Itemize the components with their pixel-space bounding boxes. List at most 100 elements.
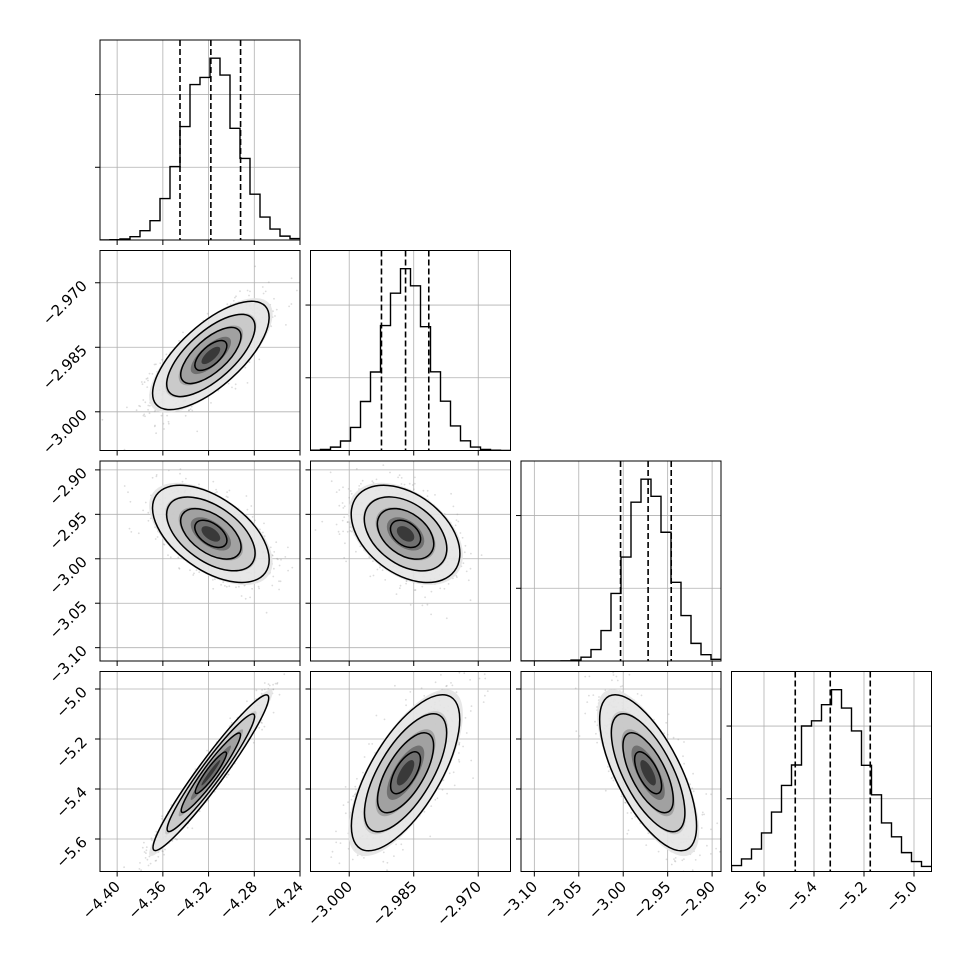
sample-point [430,590,433,593]
sample-point [143,841,145,844]
sample-point [131,882,133,884]
sample-point [321,520,324,523]
y-tick-label: −2.90 [46,464,91,509]
sample-point [192,574,195,576]
sample-point [138,868,141,870]
sample-point [343,505,346,508]
sample-point [144,401,147,404]
sample-point [167,422,170,425]
sample-point [234,383,237,386]
sample-point [225,776,228,778]
sample-point [413,482,416,485]
sample-point [140,381,143,383]
sample-point [395,593,398,595]
sample-point [196,430,199,433]
sample-point [230,721,233,724]
sample-point [421,604,424,607]
sample-point [142,399,145,401]
sample-point [215,488,218,491]
sample-point [171,840,174,842]
contour-0 [389,519,422,549]
sample-point [280,558,282,561]
sample-point [156,536,159,538]
sample-point [179,472,181,475]
y-tick-label: −2.95 [46,508,91,553]
sample-point [278,564,281,567]
sample-point [155,474,158,476]
sample-point [447,583,450,585]
sample-point [382,464,385,466]
y-tick-label: −3.000 [39,406,91,458]
sample-point [347,521,349,523]
sample-point [176,838,178,841]
sample-point [284,556,287,558]
sample-point [206,749,209,752]
sample-point [265,611,268,614]
sample-point [243,584,246,587]
sample-point [260,721,263,724]
sample-point [434,494,436,496]
sample-point [123,485,126,487]
sample-point [405,582,407,585]
sample-point [344,542,346,545]
sample-point [246,382,249,384]
contour-0 [194,519,228,549]
sample-point [445,617,448,620]
panel-frame [310,460,511,662]
sample-point [166,414,169,417]
sample-point [141,846,144,849]
sample-point [398,474,401,477]
sample-point [361,479,364,482]
sample-point [262,292,265,295]
sample-point [162,422,165,425]
histogram-1 [310,267,511,451]
panel-frame [99,460,301,662]
sample-point [371,480,374,483]
sample-point [376,568,379,571]
sample-point [160,817,163,820]
sample-point [275,541,278,544]
sample-point [140,869,143,871]
sample-point [214,578,216,581]
sample-point [372,574,375,577]
sample-point [421,585,424,588]
sample-point [142,414,145,417]
sample-point [148,412,151,415]
sample-point [403,483,406,486]
sample-point [409,604,412,606]
panel-0-0 [95,39,301,245]
sample-point [147,408,150,411]
sample-point [130,531,133,533]
sample-point [360,482,362,485]
sample-point [375,478,378,481]
sample-point [342,530,344,533]
sample-point [189,408,192,410]
sample-point [146,377,149,380]
sample-point [154,860,157,862]
sample-point [226,491,229,493]
sample-point [249,596,252,599]
sample-point [167,420,170,423]
sample-point [272,711,275,714]
sample-point [274,315,276,317]
sample-point [379,566,381,569]
sample-point [255,689,258,692]
sample-point [126,406,128,409]
sample-point [143,413,146,416]
sample-point [153,425,156,428]
sample-point [285,324,287,326]
density-layer [101,265,298,451]
y-tick-label: −3.10 [46,642,91,687]
sample-point [138,404,141,407]
sample-point [160,414,163,417]
sample-point [155,363,157,366]
sample-point [267,281,270,284]
sample-point [268,684,271,687]
sample-point [348,496,351,499]
sample-point [461,536,464,539]
panel-1-1 [305,250,511,456]
sample-point [469,567,472,570]
sample-point [153,410,156,413]
sample-point [161,358,163,361]
sample-point [413,589,416,591]
